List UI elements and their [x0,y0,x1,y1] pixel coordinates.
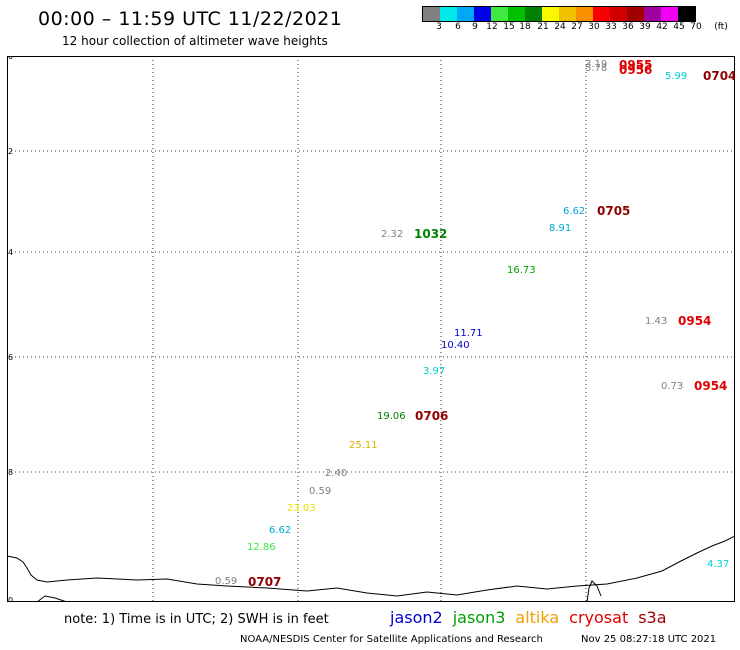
color-swatch [593,7,610,21]
color-swatch [644,7,661,21]
wave-height-value: 2.32 [381,229,403,240]
color-scale-label: 45 [673,22,685,32]
wave-height-value: 19.06 [377,411,406,422]
wave-height-value: 0.59 [309,486,331,497]
color-swatch [525,7,542,21]
pass-time-label: 1032 [414,227,447,241]
color-scale-label: 18 [519,22,531,32]
color-scale-label: 36 [622,22,634,32]
wave-height-value: 0.59 [215,576,237,587]
color-swatch [678,7,695,21]
latitude-label: -64 [7,248,13,257]
color-swatch [627,7,644,21]
wave-height-value: 25.11 [349,440,378,451]
wave-height-value: 16.73 [507,265,536,276]
color-scale-label: 33 [605,22,617,32]
color-swatch [423,7,440,21]
latitude-label: -62 [7,147,13,156]
latitude-label: -66 [7,353,13,362]
pass-time-label: 0954 [694,379,727,393]
coastline-inlet-left [36,595,68,602]
wave-height-value: 6.62 [269,525,291,536]
latitude-label: -60 [7,56,13,61]
color-swatch [661,7,678,21]
wave-height-value: 8.91 [549,223,571,234]
generated-timestamp: Nov 25 08:27:18 UTC 2021 [581,634,717,645]
wave-height-color-scale [422,6,696,22]
color-swatch [559,7,576,21]
legend-item-jason2: jason2 [390,608,443,627]
graticule-grid [7,56,735,602]
wave-height-value: 12.86 [247,542,276,553]
wave-height-value: 6.62 [563,206,585,217]
wave-height-value: 3.19 [585,59,607,70]
wave-height-value: 2.40 [325,468,347,479]
map-title: 00:00 – 11:59 UTC 11/22/2021 [38,8,343,30]
legend-item-s3a: s3a [638,608,667,627]
wave-height-value: 1.43 [645,316,667,327]
footnote: note: 1) Time is in UTC; 2) SWH is in fe… [64,612,329,627]
color-scale-label: 24 [554,22,566,32]
satellite-legend: jason2 jason3 altika cryosat s3a [390,608,677,627]
antarctic-coastline [7,535,735,597]
legend-item-cryosat: cryosat [569,608,629,627]
color-scale-label: 15 [503,22,515,32]
color-scale-label: 9 [472,22,478,32]
coastline-inlet [586,580,602,602]
pass-time-label: 0704 [703,69,735,83]
wave-height-value: 23.03 [287,503,316,514]
color-scale-label: 6 [455,22,461,32]
wave-height-value: 10.40 [441,340,470,351]
color-swatch [474,7,491,21]
color-swatch [610,7,627,21]
latitude-label: -68 [7,468,13,477]
map-subtitle: 12 hour collection of altimeter wave hei… [62,34,328,48]
pass-time-label: 0954 [678,314,711,328]
color-scale-label: 27 [571,22,583,32]
wave-height-value: 3.97 [423,366,445,377]
color-scale-unit: (ft) [714,22,728,32]
color-scale-label: 42 [656,22,668,32]
latitude-label: -70 [7,596,13,602]
credit-line: NOAA/NESDIS Center for Satellite Applica… [240,634,543,645]
wave-height-value: 5.78 [585,63,607,74]
color-swatch [440,7,457,21]
wave-height-value: 4.37 [707,559,729,570]
wave-height-value: 5.99 [665,71,687,82]
color-swatch [491,7,508,21]
color-swatch [576,7,593,21]
color-swatch [508,7,525,21]
pass-time-label: 0955 [619,58,652,72]
pass-time-label: 0705 [597,204,630,218]
color-scale-label: 39 [639,22,651,32]
legend-item-altika: altika [515,608,560,627]
color-scale-label: 21 [537,22,549,32]
pass-time-label: 0706 [415,409,448,423]
color-swatch [457,7,474,21]
pass-time-label: 0956 [619,63,652,77]
color-scale-label: 30 [588,22,600,32]
color-scale-label: 3 [436,22,442,32]
wave-height-value: 0.73 [661,381,683,392]
color-scale-labels: 3 6 9 12 15 18 21 24 27 30 33 36 39 42 45 70 (ft) [422,22,740,34]
color-swatch [542,7,559,21]
pass-time-label: 0707 [248,575,281,589]
color-scale-label: 70 [690,22,702,32]
legend-item-jason3: jason3 [452,608,506,627]
wave-height-value: 11.71 [454,328,483,339]
map-frame [7,56,735,602]
color-scale-label: 12 [486,22,498,32]
